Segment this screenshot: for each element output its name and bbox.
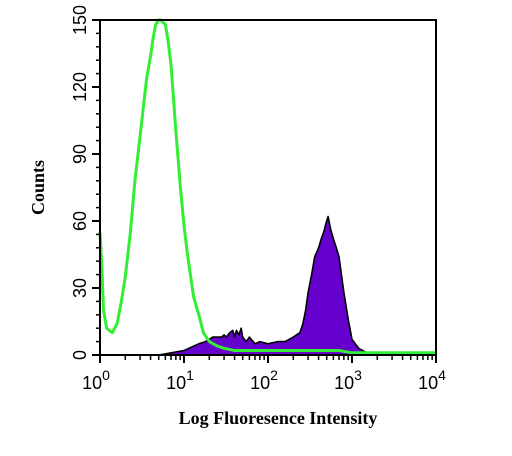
y-tick-label: 150 bbox=[70, 5, 90, 35]
y-tick-label: 120 bbox=[70, 72, 90, 102]
y-axis: 0 30 60 90 120 150 bbox=[70, 5, 100, 360]
y-tick-label: 30 bbox=[70, 278, 90, 298]
x-tick-label: 100 bbox=[82, 367, 110, 393]
x-tick-label: 103 bbox=[334, 367, 362, 393]
y-tick-label: 60 bbox=[70, 211, 90, 231]
y-tick-label: 0 bbox=[70, 350, 90, 360]
y-axis-title: Counts bbox=[28, 160, 48, 215]
plot-area bbox=[98, 18, 437, 356]
x-axis-title: Log Fluoresence Intensity bbox=[179, 408, 378, 428]
plot-frame bbox=[99, 19, 437, 356]
y-tick-label: 90 bbox=[70, 144, 90, 164]
x-tick-label: 104 bbox=[418, 367, 446, 393]
series-line-histogram bbox=[98, 18, 436, 355]
x-axis: 100 101 102 103 104 bbox=[82, 355, 446, 393]
series-filled-histogram bbox=[99, 215, 437, 356]
x-tick-label: 102 bbox=[250, 367, 278, 393]
x-tick-label: 101 bbox=[166, 367, 194, 393]
